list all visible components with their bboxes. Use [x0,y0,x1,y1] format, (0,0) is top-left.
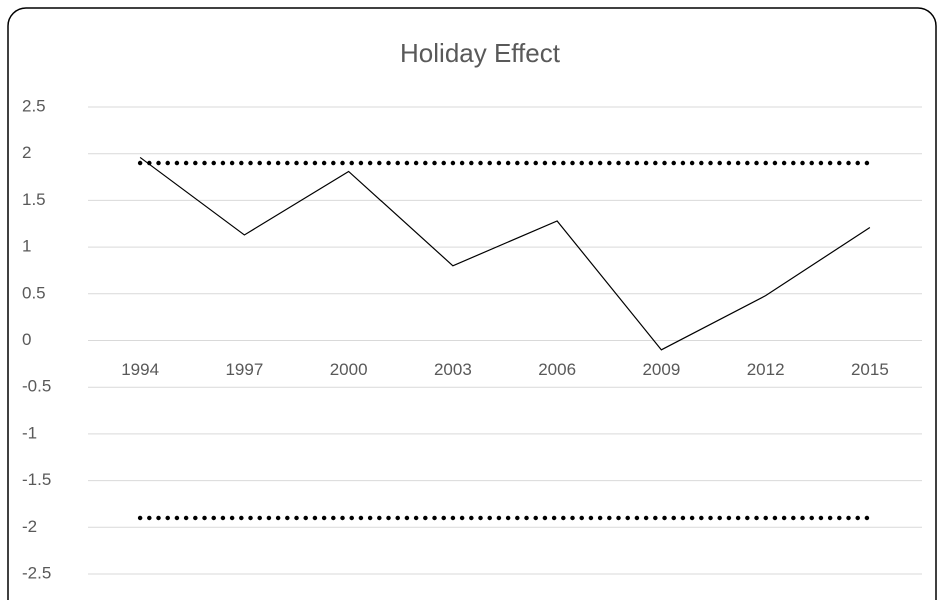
x-tick-label: 1994 [121,360,159,379]
x-tick-label: 2012 [747,360,785,379]
y-tick-label: -0.5 [22,377,51,396]
data-line [139,156,871,351]
y-tick-label: -2 [22,517,37,536]
chart-border [7,7,937,600]
y-tick-label: 1 [22,237,31,256]
y-tick-label: -1 [22,423,37,442]
y-tick-label: -1.5 [22,470,51,489]
x-tick-label: 1997 [225,360,263,379]
y-tick-label: 2.5 [22,96,46,115]
x-tick-label: 2015 [851,360,889,379]
y-tick-label: -2.5 [22,563,51,582]
y-tick-label: 2 [22,143,31,162]
y-tick-label: 1.5 [22,190,46,209]
y-tick-label: 0.5 [22,283,46,302]
chart-title: Holiday Effect [400,38,561,68]
x-tick-label: 2003 [434,360,472,379]
x-tick-label: 2006 [538,360,576,379]
x-tick-label: 2009 [642,360,680,379]
y-tick-label: 0 [22,330,31,349]
x-tick-label: 2000 [330,360,368,379]
